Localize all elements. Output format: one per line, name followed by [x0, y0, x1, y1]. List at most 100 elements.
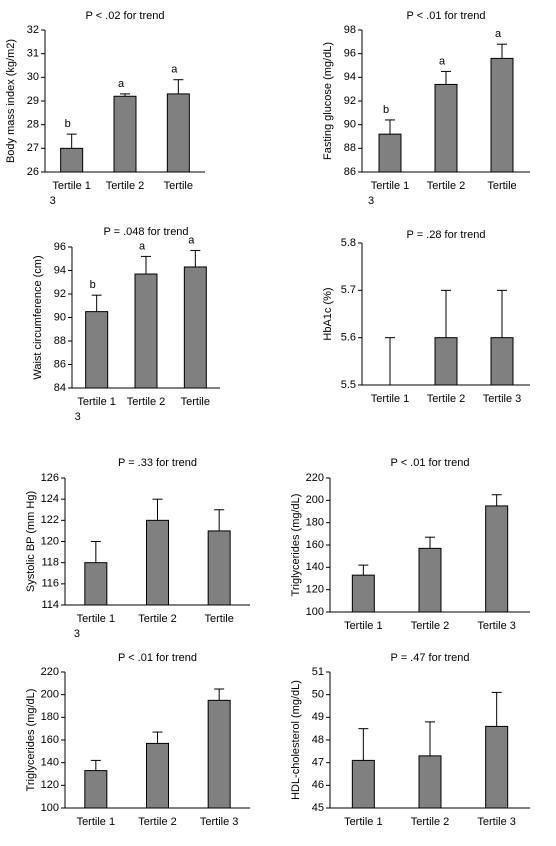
y-tick-label: 100	[306, 606, 324, 618]
x-tick-label: Tertile 1	[77, 816, 116, 828]
bar	[434, 337, 458, 386]
y-tick-label: 96	[344, 48, 356, 60]
significance-letter: b	[383, 104, 389, 116]
y-axis-label: HbA1c (%)	[322, 287, 334, 340]
y-tick-label: 27	[27, 142, 39, 154]
chart-title: P < .02 for trend	[86, 10, 165, 22]
bar	[378, 133, 402, 173]
x-tick-label: Tertile 1	[77, 396, 116, 408]
x-tick-label: Tertile 3	[477, 816, 516, 828]
y-tick-label: 48	[312, 734, 324, 746]
x-tick-label: Tertile 2	[138, 816, 177, 828]
bar	[207, 699, 231, 809]
y-tick-label: 114	[41, 599, 59, 611]
y-tick-label: 49	[312, 711, 324, 723]
x-tick-label: Tertile	[204, 613, 233, 625]
chart-title: P = .048 for trend	[103, 226, 188, 238]
chart-title: P = .28 for trend	[407, 229, 486, 241]
y-tick-label: 30	[27, 71, 39, 83]
bar	[207, 530, 231, 606]
y-axis-label: Systolic BP (mm Hg)	[25, 491, 37, 592]
y-tick-label: 180	[41, 711, 59, 723]
y-tick-label: 86	[344, 166, 356, 178]
y-axis-label: Body mass index (kg/m2)	[5, 39, 17, 163]
y-tick-label: 124	[41, 493, 59, 505]
bar	[418, 755, 442, 809]
x-tick-label: Tertile	[487, 180, 516, 192]
y-tick-label: 26	[27, 166, 39, 178]
bar	[166, 93, 190, 173]
y-tick-label: 45	[312, 802, 324, 814]
y-tick-label: 220	[41, 666, 59, 678]
chart-title: P < .01 for trend	[407, 10, 486, 22]
x-tick-label: Tertile 2	[411, 816, 450, 828]
y-tick-label: 160	[41, 734, 59, 746]
x-tick-label: Tertile 3	[200, 816, 239, 828]
y-axis-label: Waist circumference (cm)	[32, 255, 44, 379]
y-tick-label: 90	[344, 119, 356, 131]
y-tick-label: 98	[344, 24, 356, 36]
y-tick-label: 120	[306, 584, 324, 596]
bar	[84, 562, 108, 606]
y-tick-label: 46	[312, 779, 324, 791]
bar	[351, 574, 375, 613]
y-axis-label: Triglycerides (mg/dL)	[25, 689, 37, 792]
significance-letter: a	[188, 234, 195, 246]
x-tick-label: Tertile 3	[483, 393, 522, 405]
y-tick-label: 31	[27, 48, 39, 60]
y-tick-label: 88	[54, 335, 66, 347]
y-tick-label: 5.5	[341, 379, 356, 391]
y-tick-label: 50	[312, 689, 324, 701]
bar	[183, 266, 207, 389]
y-tick-label: 200	[306, 494, 324, 506]
x-tick-label: Tertile 2	[127, 396, 166, 408]
significance-letter: a	[439, 55, 446, 67]
y-tick-label: 92	[344, 95, 356, 107]
y-tick-label: 5.6	[341, 332, 356, 344]
y-tick-label: 160	[306, 539, 324, 551]
bar	[490, 57, 514, 173]
x-tick-label: Tertile	[181, 396, 210, 408]
y-axis-label: Triglycerides (mg/dL)	[290, 494, 302, 597]
bar	[113, 95, 137, 173]
bar	[351, 759, 375, 809]
x-tick-label: Tertile 1	[77, 613, 116, 625]
x-tick-label: Tertile	[164, 180, 193, 192]
x-tick-label: Tertile 1	[344, 620, 383, 632]
x-tick-label: Tertile 1	[52, 180, 91, 192]
x-label-fragment: 3	[50, 195, 56, 207]
y-tick-label: 88	[344, 142, 356, 154]
x-label-fragment: 3	[368, 195, 374, 207]
y-axis-label: HDL-cholesterol (mg/dL)	[290, 680, 302, 800]
y-tick-label: 180	[306, 517, 324, 529]
bar	[490, 337, 514, 386]
y-axis-label: Fasting glucose (mg/dL)	[322, 42, 334, 160]
y-tick-label: 94	[344, 71, 356, 83]
x-tick-label: Tertile 2	[427, 393, 466, 405]
significance-letter: b	[65, 118, 71, 130]
bar	[434, 83, 458, 173]
y-tick-label: 94	[54, 264, 66, 276]
significance-letter: a	[118, 78, 125, 90]
y-tick-label: 90	[54, 311, 66, 323]
significance-letter: a	[139, 240, 146, 252]
y-tick-label: 116	[41, 578, 59, 590]
y-tick-label: 118	[41, 557, 59, 569]
y-tick-label: 47	[312, 757, 324, 769]
y-tick-label: 28	[27, 119, 39, 131]
chart-title: P = .33 for trend	[118, 457, 197, 469]
y-tick-label: 120	[41, 535, 59, 547]
chart-title: P < .01 for trend	[118, 652, 197, 664]
y-tick-label: 122	[41, 514, 59, 526]
y-tick-label: 100	[41, 802, 59, 814]
significance-letter: b	[90, 279, 96, 291]
y-tick-label: 86	[54, 358, 66, 370]
x-tick-label: Tertile 2	[138, 613, 177, 625]
x-label-fragment: 3	[75, 411, 81, 423]
bar	[85, 311, 109, 389]
y-tick-label: 51	[312, 666, 324, 678]
x-tick-label: Tertile 2	[411, 620, 450, 632]
y-tick-label: 126	[41, 472, 59, 484]
y-tick-label: 200	[41, 689, 59, 701]
